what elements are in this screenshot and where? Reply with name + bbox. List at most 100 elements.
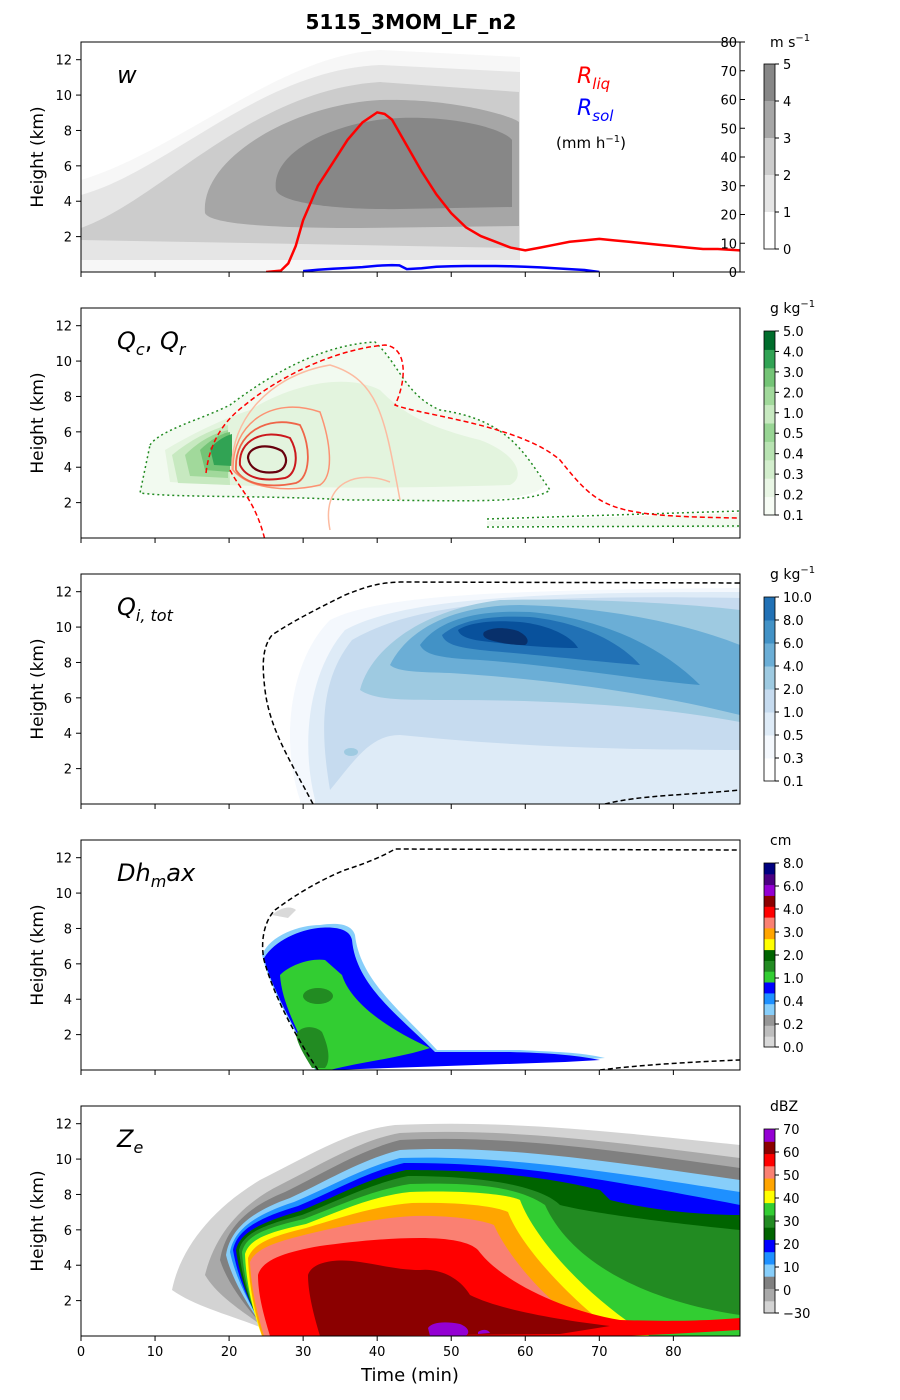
colorbar-swatch: [764, 1190, 775, 1204]
colorbar-swatch: [764, 992, 775, 1005]
colorbar-tick-label: 1.0: [783, 706, 804, 721]
y-tick-label: 4: [64, 461, 72, 476]
colorbar-tick-label: 0.0: [783, 1041, 804, 1056]
dhmax-panel-label: Dhmax: [117, 859, 196, 891]
right-tick-label: 40: [720, 151, 737, 166]
colorbar-swatch: [764, 927, 775, 940]
qc-qr-axes-frame: [80, 307, 741, 539]
colorbar-tick-label: 1: [783, 206, 791, 221]
right-tick-label: 50: [720, 122, 737, 137]
panel-ze: 2 4 6 8 10 12 Height (km) 0 10 20 30 40 50 60 70 80 Ze…: [28, 1099, 810, 1386]
qi-field: [262, 581, 740, 804]
colorbar-swatch: [764, 1227, 775, 1240]
colorbar-tick-label: 6.0: [783, 880, 804, 895]
colorbar-swatch: [764, 1288, 775, 1302]
y-tick-label: 8: [64, 1188, 72, 1203]
colorbar-swatch: [764, 1153, 775, 1167]
x-tick-label: 10: [147, 1345, 164, 1360]
y-tick-label: 6: [64, 1224, 72, 1239]
colorbar-swatch: [764, 735, 775, 759]
colorbar-swatch: [764, 1300, 775, 1314]
colorbar-swatch: [764, 1014, 775, 1026]
colorbar-swatch: [764, 349, 775, 369]
dhmax-dark-green-1: [303, 988, 333, 1004]
colorbar-swatch: [764, 689, 775, 713]
colorbar-tick-label: 5.0: [783, 325, 804, 340]
colorbar-swatch: [764, 1214, 775, 1228]
colorbar-swatch: [764, 1141, 775, 1155]
colorbar-swatch: [764, 331, 775, 350]
qc-qr-panel-label: Qc, Qr: [117, 327, 187, 359]
colorbar-swatch: [764, 1165, 775, 1179]
colorbar-swatch: [764, 1036, 775, 1048]
colorbar-tick-label: 2.0: [783, 683, 804, 698]
right-tick-label: 20: [720, 209, 737, 224]
colorbar-tick-label: 2.0: [783, 386, 804, 401]
w-y-axis: 2 4 6 8 10 12 Height (km): [28, 54, 81, 246]
y-tick-label: 6: [64, 958, 72, 973]
colorbar-swatch: [764, 949, 775, 961]
y-tick-label: 4: [64, 1259, 72, 1274]
colorbar-swatch: [764, 597, 775, 621]
ze-level-14: [308, 1260, 610, 1336]
colorbar-swatch: [764, 367, 775, 387]
y-tick-label: 8: [64, 656, 72, 671]
colorbar-swatch: [764, 873, 775, 886]
colorbar-tick-label: 4: [783, 95, 791, 110]
panel-qi-tot: 2 4 6 8 10 12 Height (km) Qi, tot 0.1 0.3 0.5 1.0…: [28, 565, 815, 809]
y-tick-label: 6: [64, 160, 72, 175]
colorbar-tick-label: 8.0: [783, 857, 804, 872]
colorbar-swatch: [764, 758, 775, 782]
y-tick-label: 4: [64, 727, 72, 742]
ze-panel-label: Ze: [116, 1125, 143, 1157]
qc-qr-field: [139, 341, 740, 538]
qc-outline-dotted: [139, 341, 740, 528]
colorbar-tick-label: 5: [783, 58, 791, 73]
colorbar-swatch: [764, 666, 775, 690]
y-axis-title: Height (km): [28, 372, 48, 473]
figure-title: 5115_3MOM_LF_n2: [305, 10, 517, 34]
colorbar-tick-label: 2: [783, 169, 791, 184]
panel-dhmax: 2 4 6 8 10 12 Height (km) Dhmax 0.0 0.2 0.4 1.0 2.…: [28, 833, 804, 1075]
colorbar-tick-label: 4.0: [783, 660, 804, 675]
colorbar-tick-label: 0.2: [783, 489, 804, 504]
colorbar-swatch: [764, 386, 775, 406]
colorbar-tick-label: 0: [783, 243, 791, 258]
rliq-line: [265, 111, 740, 272]
colorbar-swatch: [764, 1178, 775, 1191]
dhmax-outline-dashed: [261, 848, 740, 1070]
y-tick-label: 12: [55, 586, 72, 601]
w-colorbar: 0 1 2 3 4 5 m s−1: [763, 33, 810, 258]
colorbar-tick-label: 3.0: [783, 926, 804, 941]
rsol-legend: Rsol: [577, 96, 614, 125]
w-colorbar-unit: m s−1: [770, 33, 810, 51]
qr-outline-dashed: [205, 344, 740, 538]
qi-axes-frame: [80, 573, 741, 805]
colorbar-tick-label: −30: [783, 1307, 810, 1322]
y-tick-label: 10: [55, 1153, 72, 1168]
dhmax-x-axis: [80, 1070, 674, 1075]
colorbar-swatch: [764, 459, 775, 479]
colorbar-tick-label: 0.3: [783, 752, 804, 767]
y-tick-label: 12: [55, 320, 72, 335]
colorbar-tick-label: 60: [783, 1146, 800, 1161]
w-right-axis: 0 10 20 30 40 50 60 70 80: [720, 36, 745, 281]
right-tick-label: 70: [720, 65, 737, 80]
ze-y-axis: 2 4 6 8 10 12 Height (km): [28, 1118, 81, 1310]
qr-contour-3: [235, 421, 309, 487]
qc-qr-x-axis: [80, 538, 674, 543]
y-tick-label: 2: [64, 231, 72, 246]
y-axis-title: Height (km): [28, 1170, 48, 1271]
colorbar-swatch: [764, 1129, 775, 1142]
colorbar-tick-label: 0.4: [783, 448, 804, 463]
right-tick-label: 0: [729, 266, 737, 281]
colorbar-tick-label: 3.0: [783, 366, 804, 381]
colorbar-tick-label: 4.0: [783, 903, 804, 918]
colorbar-swatch: [764, 884, 775, 896]
colorbar-swatch: [764, 1263, 775, 1277]
x-tick-label: 50: [443, 1345, 460, 1360]
dhmax-y-axis: 2 4 6 8 10 12 Height (km): [28, 852, 81, 1044]
y-tick-label: 10: [55, 887, 72, 902]
